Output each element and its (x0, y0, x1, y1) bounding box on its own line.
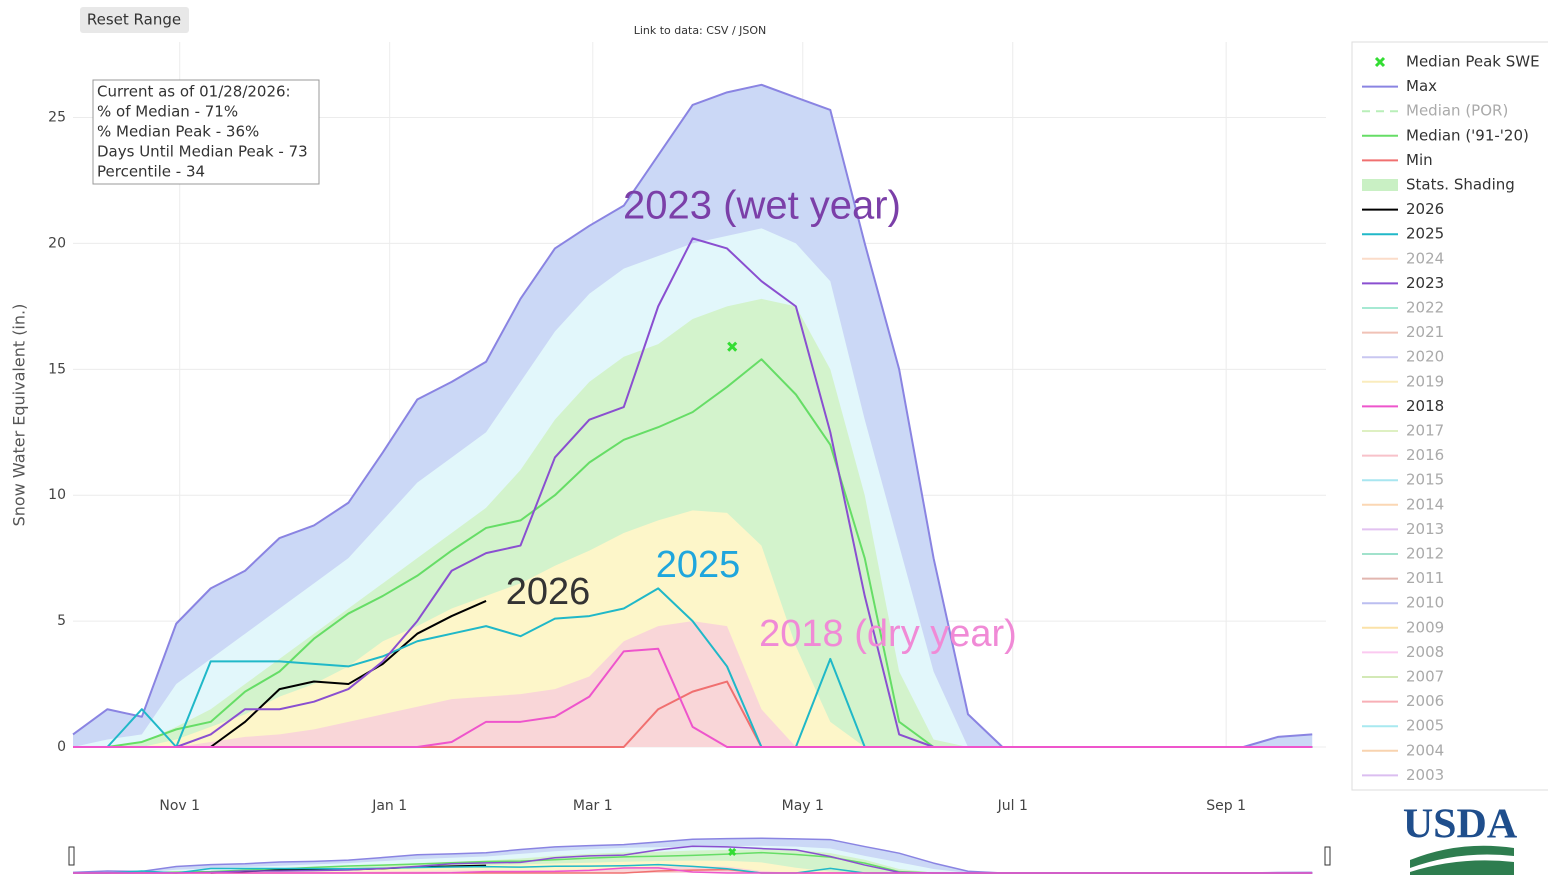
y-tick-label: 10 (48, 487, 66, 503)
legend-label: 2021 (1406, 323, 1444, 341)
legend-label: 2022 (1406, 299, 1444, 317)
reset-label[interactable]: Reset Range (87, 11, 181, 29)
legend-label: 2008 (1406, 643, 1444, 661)
peak-marker (727, 341, 738, 352)
legend-label: Min (1406, 151, 1433, 169)
annotation: 2023 (wet year) (623, 184, 901, 228)
info-text: Current as of 01/28/2026: % of Median - 7… (97, 83, 308, 181)
legend-label: 2006 (1406, 692, 1444, 710)
legend-label: 2019 (1406, 372, 1444, 390)
legend-label: 2013 (1406, 520, 1444, 538)
legend-label: 2018 (1406, 397, 1444, 415)
y-tick-label: 20 (48, 235, 66, 251)
info-line: Days Until Median Peak - 73 (97, 143, 308, 161)
legend-label: 2004 (1406, 741, 1444, 759)
info-line: Percentile - 34 (97, 163, 205, 181)
x-tick-label: Jul 1 (997, 798, 1028, 814)
logo-swoosh (1410, 845, 1514, 875)
series-line (73, 647, 1313, 748)
legend-label: 2010 (1406, 594, 1444, 612)
x-tick-label: Nov 1 (159, 798, 200, 814)
x-tick-label: Sep 1 (1206, 798, 1246, 814)
legend-label: 2026 (1406, 200, 1444, 218)
legend-label: Median ('91-'20) (1406, 126, 1529, 144)
legend-label: 2011 (1406, 569, 1444, 587)
legend-label: 2005 (1406, 717, 1444, 735)
peak-marker (728, 847, 737, 857)
legend-label: 2015 (1406, 471, 1444, 489)
legend-label: Max (1406, 77, 1437, 95)
legend-label: 2003 (1406, 766, 1444, 784)
legend-label: 2020 (1406, 348, 1444, 366)
y-tick-label: 25 (48, 110, 66, 126)
info-line: % Median Peak - 36% (97, 123, 259, 141)
legend-label: 2016 (1406, 446, 1444, 464)
legend-label: 2009 (1406, 618, 1444, 636)
data-link[interactable]: Link to data: CSV / JSON (634, 24, 767, 37)
series-line (210, 600, 487, 748)
y-tick-label: 0 (57, 739, 66, 755)
legend-label: Median (POR) (1406, 102, 1508, 120)
legend-label: 2024 (1406, 249, 1444, 267)
series-line (73, 867, 1313, 874)
range-slider[interactable] (72, 834, 1326, 875)
legend-swatch (1362, 179, 1398, 191)
legend-label: 2012 (1406, 545, 1444, 563)
annotation: 2018 (dry year) (759, 613, 1017, 655)
x-tick-label: Jan 1 (371, 798, 407, 814)
legend-label: 2025 (1406, 225, 1444, 243)
y-axis-label: Snow Water Equivalent (in.) (10, 304, 29, 527)
reset-button[interactable] (80, 7, 189, 33)
shading-area (73, 621, 1313, 747)
x-tick-label: May 1 (782, 798, 824, 814)
y-tick-label: 5 (57, 613, 66, 629)
info-box (92, 79, 320, 185)
legend: Median Peak SWE Max Median (POR) Median ('9… (1362, 53, 1540, 784)
legend-label: 2014 (1406, 495, 1444, 513)
info-line: % of Median - 71% (97, 103, 238, 121)
legend-label: 2017 (1406, 422, 1444, 440)
slider-handle[interactable] (1324, 846, 1331, 866)
info-line: Current as of 01/28/2026: (97, 83, 291, 101)
legend-box (1351, 41, 1548, 791)
slider-handle[interactable] (68, 846, 75, 866)
annotation: 2026 (506, 571, 591, 613)
legend-label: 2007 (1406, 668, 1444, 686)
annotation: 2025 (656, 544, 741, 586)
legend-label: Median Peak SWE (1406, 53, 1540, 71)
legend-label: 2023 (1406, 274, 1444, 292)
logo: USDA (1403, 802, 1518, 848)
legend-label: Stats. Shading (1406, 176, 1515, 194)
y-tick-label: 15 (48, 361, 66, 377)
annotations: 2023 (wet year) 2026 2025 2018 (dry year) (506, 184, 1017, 655)
legend-marker (1374, 56, 1386, 68)
x-tick-label: Mar 1 (573, 798, 613, 814)
